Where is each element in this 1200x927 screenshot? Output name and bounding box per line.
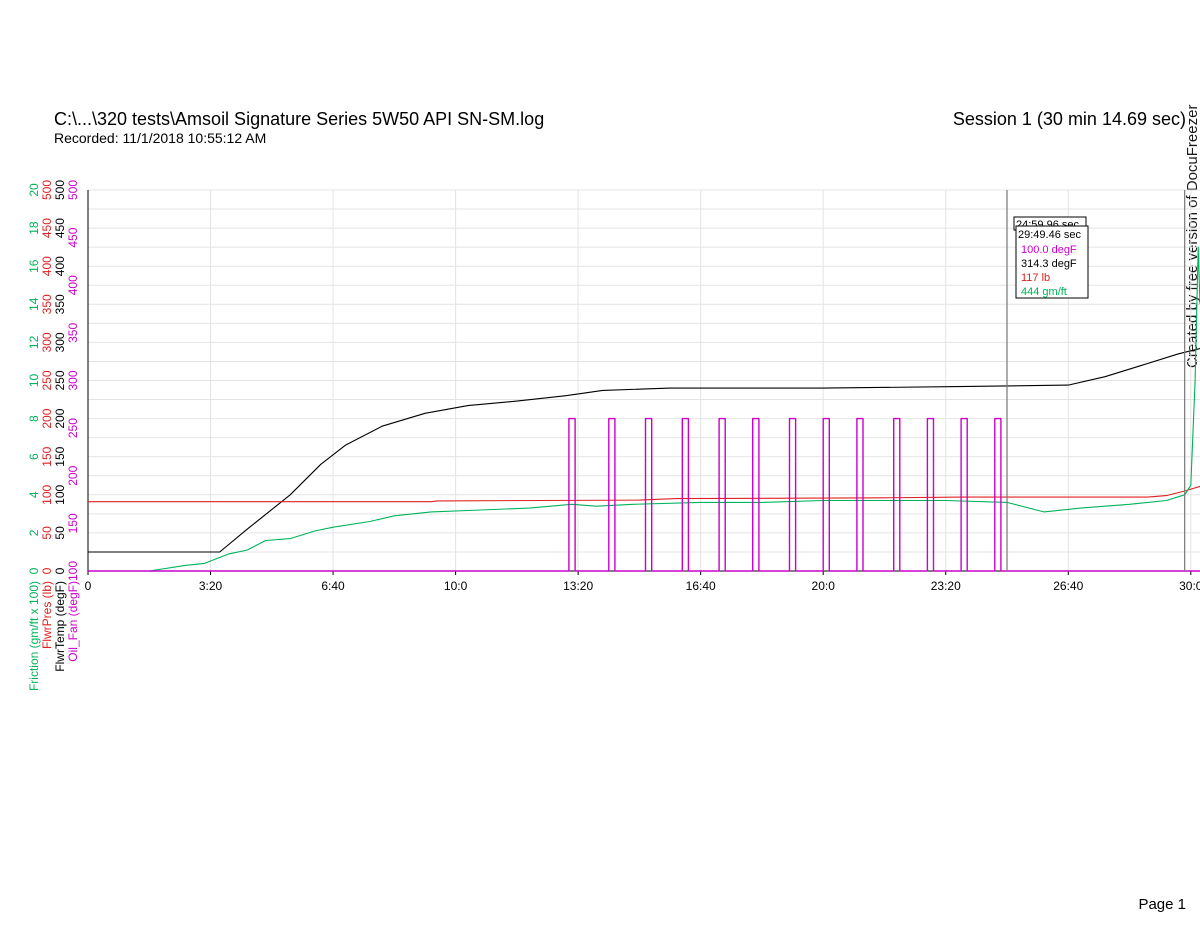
readout-box <box>1015 225 1089 299</box>
series-line-flwrpres <box>88 485 1200 503</box>
readout-value: 444 gm/ft <box>1021 286 1067 298</box>
y-tick-label-temp: 250 <box>53 370 67 390</box>
readout-value: 117 lb <box>1021 272 1050 284</box>
y-tick-label-pres: 300 <box>40 332 54 352</box>
y-tick-label-temp: 200 <box>53 408 67 428</box>
y-tick-label-oil: 300 <box>66 370 80 390</box>
x-tick-label: 20:0 <box>812 579 836 593</box>
y-tick-label-friction: 12 <box>27 335 41 349</box>
x-tick-label: 26:40 <box>1053 579 1083 593</box>
y-tick-label-pres: 400 <box>40 256 54 276</box>
y-tick-label-pres: 100 <box>40 484 54 504</box>
y-tick-label-pres: 450 <box>40 218 54 238</box>
y-tick-label-pres: 350 <box>40 294 54 314</box>
x-tick-label: 16:40 <box>686 579 716 593</box>
y-tick-label-friction: 16 <box>27 259 41 273</box>
y-tick-label-friction: 4 <box>27 491 41 498</box>
x-tick-label: 0 <box>85 579 92 593</box>
y-tick-label-oil: 250 <box>66 418 80 438</box>
y-tick-label-oil: 500 <box>66 180 80 200</box>
page-number: Page 1 <box>1138 896 1186 913</box>
y-tick-label-pres: 0 <box>40 567 54 574</box>
recorded-timestamp: Recorded: 11/1/2018 10:55:12 AM <box>54 130 267 146</box>
y-tick-label-pres: 250 <box>40 370 54 390</box>
y-tick-label-temp: 300 <box>53 332 67 352</box>
series-line-friction <box>88 246 1200 572</box>
y-tick-label-friction: 14 <box>27 297 41 311</box>
y-tick-label-oil: 350 <box>66 323 80 343</box>
y-tick-label-temp: 500 <box>53 180 67 200</box>
y-tick-label-temp: 450 <box>53 218 67 238</box>
y-tick-label-temp: 0 <box>53 567 67 574</box>
y-tick-label-oil: 100 <box>66 561 80 581</box>
y-tick-label-oil: 150 <box>66 513 80 533</box>
x-tick-label: 3:20 <box>199 579 223 593</box>
y-tick-label-temp: 150 <box>53 446 67 466</box>
y-tick-label-oil: 450 <box>66 227 80 247</box>
y-tick-label-pres: 500 <box>40 180 54 200</box>
x-tick-label: 30:0 <box>1179 579 1200 593</box>
series-line-oil_fan <box>88 417 1200 572</box>
y-tick-label-friction: 2 <box>27 529 41 536</box>
axis-title-friction: Friction (gm/ft x 100) <box>27 581 41 691</box>
readout-value: 314.3 degF <box>1021 258 1077 270</box>
y-tick-label-friction: 10 <box>27 374 41 388</box>
y-tick-label-oil: 400 <box>66 275 80 295</box>
session-info: Session 1 (30 min 14.69 sec) <box>952 109 1186 129</box>
x-tick-label: 13:20 <box>563 579 593 593</box>
y-tick-label-friction: 18 <box>27 221 41 235</box>
x-tick-label: 10:0 <box>444 579 468 593</box>
y-tick-label-pres: 150 <box>40 446 54 466</box>
y-tick-label-pres: 50 <box>40 526 54 540</box>
y-tick-label-temp: 50 <box>53 526 67 540</box>
axis-title-pres: FlwrPres (lb) <box>40 581 54 649</box>
file-title: C:\...\320 tests\Amsoil Signature Series… <box>54 109 545 129</box>
y-tick-label-friction: 20 <box>27 183 41 197</box>
y-tick-label-temp: 100 <box>53 484 67 504</box>
x-tick-label: 23:20 <box>931 579 961 593</box>
readout-value: 100.0 degF <box>1021 244 1077 256</box>
y-tick-label-temp: 350 <box>53 294 67 314</box>
axis-title-oil: Oil_Fan (degF) <box>66 581 80 662</box>
y-tick-label-pres: 200 <box>40 408 54 428</box>
y-tick-label-friction: 0 <box>27 567 41 574</box>
y-tick-label-friction: 8 <box>27 415 41 422</box>
series-line-flwrtemp <box>88 347 1200 553</box>
axis-title-temp: FlwrTemp (degF) <box>53 581 67 672</box>
y-tick-label-friction: 6 <box>27 453 41 460</box>
y-tick-label-temp: 400 <box>53 256 67 276</box>
y-tick-label-oil: 200 <box>66 465 80 485</box>
x-tick-label: 6:40 <box>321 579 345 593</box>
readout-time: 29:49.46 sec <box>1018 229 1081 241</box>
